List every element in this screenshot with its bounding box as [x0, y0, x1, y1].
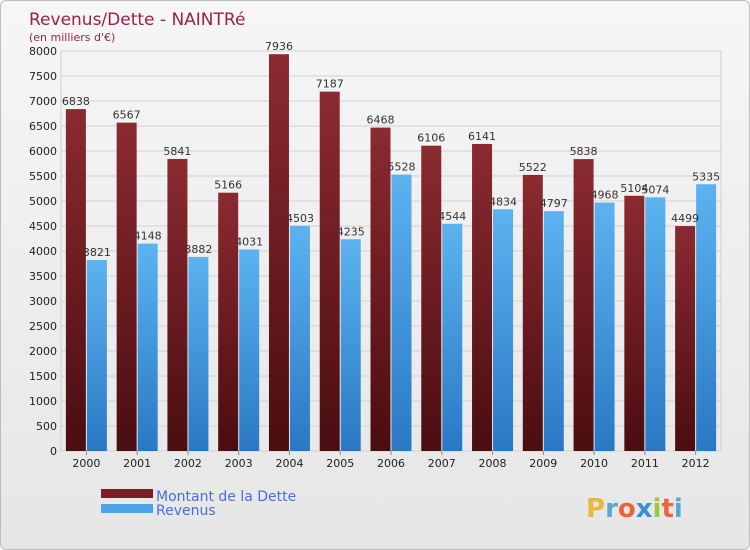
y-tick-label: 1000	[29, 395, 57, 408]
x-tick-label: 2000	[72, 457, 100, 470]
bar-dette-2011	[624, 195, 645, 451]
bar-revenus-2011	[645, 197, 666, 451]
bar-revenus-2010	[594, 202, 615, 451]
y-tick-label: 6000	[29, 145, 57, 158]
legend-swatch-revenus	[101, 504, 153, 513]
bar-dette-2012	[675, 226, 696, 451]
x-tick-label: 2009	[529, 457, 557, 470]
legend: Montant de la Dette Revenus	[101, 489, 296, 519]
x-tick-label: 2012	[682, 457, 710, 470]
y-tick-label: 0	[50, 445, 57, 458]
x-axis-ticks: 2000 2001 2002 2003 2004 2005 2006 2007 2008 2009…	[72, 451, 710, 470]
data-label-dette: 5522	[519, 161, 547, 174]
bar-dette-2004	[268, 54, 289, 451]
x-tick-label: 2003	[225, 457, 253, 470]
bar-dette-2000	[65, 109, 86, 451]
data-label-dette: 6567	[113, 109, 141, 122]
bar-revenus-2009	[543, 211, 564, 451]
x-tick-label: 2001	[123, 457, 151, 470]
data-label-dette: 6468	[367, 114, 395, 127]
bar-dette-2010	[573, 159, 594, 451]
data-label-revenus: 4834	[489, 195, 517, 208]
legend-label-dette: Montant de la Dette	[156, 489, 296, 505]
y-tick-label: 2500	[29, 320, 57, 333]
bar-revenus-2006	[391, 174, 412, 451]
x-tick-label: 2007	[428, 457, 456, 470]
data-label-dette: 5166	[214, 179, 242, 192]
y-tick-label: 7500	[29, 70, 57, 83]
y-axis-ticks: 0 500 1000 1500 2000 2500 3000 3500 4000 4500 5000…	[29, 45, 57, 458]
data-label-revenus: 5074	[641, 183, 669, 196]
x-tick-label: 2002	[174, 457, 202, 470]
bar-revenus-2004	[289, 225, 310, 451]
y-tick-label: 2000	[29, 345, 57, 358]
bar-revenus-2003	[239, 249, 260, 451]
data-label-revenus: 4968	[591, 189, 619, 202]
bar-dette-2007	[421, 145, 442, 451]
x-tick-label: 2010	[580, 457, 608, 470]
data-label-revenus: 4544	[438, 210, 466, 223]
y-tick-label: 3000	[29, 295, 57, 308]
x-tick-label: 2011	[631, 457, 659, 470]
data-labels: 6838 3821 6567 4148 5841 3882 5166 4031 7936 4503…	[62, 40, 720, 259]
legend-label-revenus: Revenus	[156, 503, 216, 519]
y-tick-label: 500	[36, 420, 57, 433]
data-label-dette: 5841	[163, 145, 191, 158]
chart-subtitle: (en milliers d'€)	[29, 31, 115, 44]
data-label-dette: 7187	[316, 78, 344, 91]
data-label-revenus: 4031	[235, 235, 263, 248]
y-tick-label: 5000	[29, 195, 57, 208]
data-label-dette: 6838	[62, 95, 90, 108]
data-label-dette: 6106	[417, 132, 445, 145]
data-label-dette: 5104	[620, 182, 648, 195]
y-tick-label: 4000	[29, 245, 57, 258]
x-tick-label: 2005	[326, 457, 354, 470]
data-label-revenus: 4797	[540, 197, 568, 210]
y-tick-label: 5500	[29, 170, 57, 183]
bar-dette-2006	[370, 127, 391, 451]
y-tick-label: 4500	[29, 220, 57, 233]
bars	[65, 54, 717, 452]
x-tick-label: 2008	[479, 457, 507, 470]
data-label-dette: 7936	[265, 40, 293, 53]
bar-revenus-2000	[86, 259, 107, 451]
proxiti-logo: Proxiti	[586, 494, 683, 524]
data-label-dette: 5838	[570, 145, 598, 158]
bar-revenus-2007	[442, 223, 463, 451]
legend-swatch-dette	[101, 489, 153, 498]
data-label-revenus: 3882	[184, 243, 212, 256]
data-label-revenus: 4148	[134, 230, 162, 243]
bar-revenus-2008	[493, 209, 514, 451]
grid	[60, 50, 722, 452]
y-tick-label: 1500	[29, 370, 57, 383]
bar-revenus-2012	[696, 184, 717, 451]
bar-dette-2009	[522, 174, 543, 451]
y-tick-label: 7000	[29, 95, 57, 108]
bar-dette-2005	[319, 91, 340, 452]
data-label-dette: 6141	[468, 130, 496, 143]
proxiti-logo-text: Proxiti	[586, 494, 683, 524]
data-label-revenus: 4235	[337, 225, 365, 238]
bar-revenus-2002	[188, 256, 209, 451]
data-label-revenus: 5335	[692, 170, 720, 183]
y-tick-label: 6500	[29, 120, 57, 133]
data-label-revenus: 5528	[388, 161, 416, 174]
data-label-revenus: 3821	[83, 246, 111, 259]
bar-dette-2001	[116, 122, 137, 452]
bar-dette-2008	[472, 143, 493, 451]
chart-title: Revenus/Dette - NAINTRé	[29, 10, 245, 30]
bar-dette-2002	[167, 158, 188, 451]
bar-dette-2003	[218, 192, 239, 451]
data-label-dette: 4499	[671, 212, 699, 225]
bar-revenus-2001	[137, 243, 158, 451]
data-label-revenus: 4503	[286, 212, 314, 225]
y-tick-label: 3500	[29, 270, 57, 283]
bar-revenus-2005	[340, 239, 361, 451]
x-tick-label: 2006	[377, 457, 405, 470]
y-tick-label: 8000	[29, 45, 57, 58]
x-tick-label: 2004	[275, 457, 303, 470]
